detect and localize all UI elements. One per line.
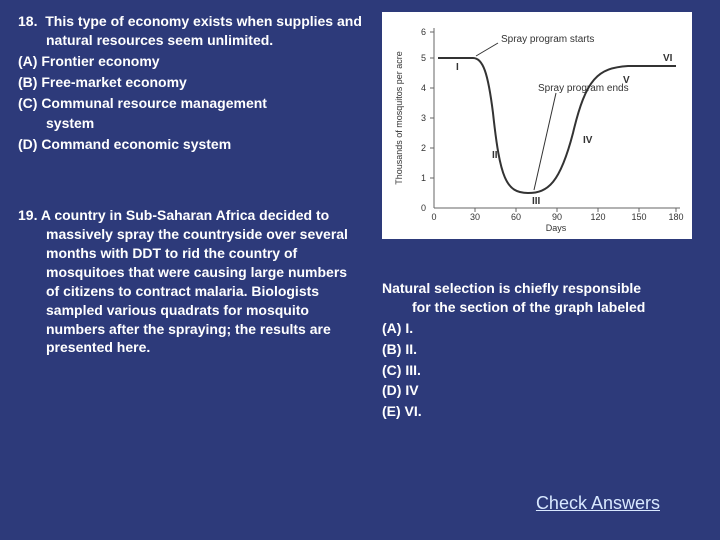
svg-text:5: 5 — [421, 53, 426, 63]
svg-text:IV: IV — [583, 135, 593, 146]
svg-text:4: 4 — [421, 83, 426, 93]
q18-choice-c-cont: system — [18, 114, 362, 133]
svg-text:Spray program starts: Spray program starts — [501, 34, 594, 45]
svg-text:180: 180 — [668, 212, 683, 222]
svg-text:2: 2 — [421, 143, 426, 153]
svg-text:3: 3 — [421, 113, 426, 123]
qgraph-choice-d[interactable]: (D) IV — [382, 381, 702, 400]
svg-text:150: 150 — [631, 212, 646, 222]
qgraph-choice-b[interactable]: (B) II. — [382, 340, 702, 359]
svg-text:Thousands of mosquitos per acr: Thousands of mosquitos per acre — [394, 51, 404, 185]
q18-choice-a[interactable]: (A) Frontier economy — [18, 52, 362, 71]
q18-choice-d[interactable]: (D) Command economic system — [18, 135, 362, 154]
qgraph-prompt2: for the section of the graph labeled — [382, 298, 702, 317]
q18-choice-b[interactable]: (B) Free-market economy — [18, 73, 362, 92]
q18-choice-c[interactable]: (C) Communal resource management — [18, 94, 362, 113]
svg-text:VI: VI — [663, 53, 673, 64]
svg-text:90: 90 — [552, 212, 562, 222]
svg-text:Spray program ends: Spray program ends — [538, 83, 629, 94]
qgraph-choice-c[interactable]: (C) III. — [382, 361, 702, 380]
svg-text:30: 30 — [470, 212, 480, 222]
qgraph-prompt: Natural selection is chiefly responsible — [382, 279, 702, 298]
svg-text:Days: Days — [546, 223, 567, 233]
question-graph: Natural selection is chiefly responsible… — [382, 279, 702, 421]
svg-text:120: 120 — [590, 212, 605, 222]
svg-text:60: 60 — [511, 212, 521, 222]
svg-text:I: I — [456, 62, 459, 73]
mosquito-graph: 0 1 2 3 4 5 6 0 — [382, 12, 692, 239]
svg-text:1: 1 — [421, 173, 426, 183]
question-18: 18. This type of economy exists when sup… — [18, 12, 362, 154]
svg-text:III: III — [532, 196, 541, 207]
svg-text:6: 6 — [421, 27, 426, 37]
svg-text:V: V — [623, 75, 630, 86]
q19-stem: 19. A country in Sub-Saharan Africa deci… — [18, 206, 362, 357]
svg-text:II: II — [492, 150, 498, 161]
question-19: 19. A country in Sub-Saharan Africa deci… — [18, 206, 362, 357]
q18-stem: 18. This type of economy exists when sup… — [18, 12, 362, 50]
ytick-0: 0 — [421, 203, 426, 213]
qgraph-choice-a[interactable]: (A) I. — [382, 319, 702, 338]
qgraph-choice-e[interactable]: (E) VI. — [382, 402, 702, 421]
check-answers-link[interactable]: Check Answers — [536, 493, 660, 514]
svg-text:0: 0 — [431, 212, 436, 222]
